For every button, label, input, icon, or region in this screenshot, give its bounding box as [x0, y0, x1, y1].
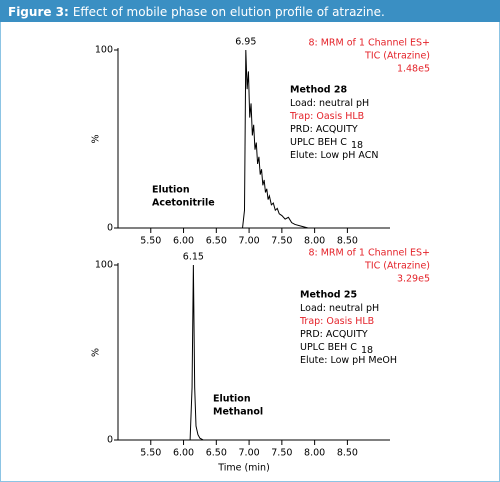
x-tick-label: 8.00 — [304, 448, 325, 459]
elution-label: Methanol — [213, 407, 263, 418]
x-tick-label: 5.50 — [140, 448, 161, 459]
channel-info: 8: MRM of 1 Channel ES+ — [308, 248, 430, 259]
method-text: Trap: Oasis HLB — [299, 316, 374, 327]
method-line: UPLC BEH C 18 — [300, 342, 373, 356]
peak-label: 6.95 — [235, 37, 256, 48]
method-line: PRD: ACQUITY — [290, 124, 358, 135]
method-line: Elute: Low pH MeOH — [300, 355, 397, 366]
elution-label: Elution — [213, 394, 251, 405]
header-bar — [0, 0, 500, 22]
x-tick-label: 5.50 — [140, 236, 161, 247]
x-tick-label: 7.00 — [239, 236, 260, 247]
method-title: Method 28 — [290, 85, 347, 96]
x-tick-label: 7.50 — [271, 448, 292, 459]
x-tick-label: 8.50 — [337, 236, 358, 247]
x-tick-label: 6.50 — [206, 448, 227, 459]
peak-label: 6.15 — [183, 252, 204, 263]
method-line: PRD: ACQUITY — [300, 329, 368, 340]
method-text: Elute: Low pH ACN — [290, 150, 378, 161]
channel-info: TIC (Atrazine) — [364, 51, 430, 62]
channel-info: TIC (Atrazine) — [364, 261, 430, 272]
method-text: Load: neutral pH — [290, 98, 369, 109]
method-line: Load: neutral pH — [290, 98, 369, 109]
method-line: Elute: Low pH ACN — [290, 150, 378, 161]
figure-caption: Figure 3: Effect of mobile phase on eluti… — [8, 5, 385, 19]
y-tick-label: 100 — [95, 45, 113, 56]
x-tick-label: 7.00 — [239, 448, 260, 459]
y-axis-label: % — [91, 134, 102, 143]
x-tick-label: 8.50 — [337, 448, 358, 459]
x-tick-label: 6.00 — [173, 236, 194, 247]
y-tick-label: 0 — [107, 435, 113, 446]
method-line: Trap: Oasis HLB — [289, 111, 364, 122]
x-tick-label: 6.50 — [206, 236, 227, 247]
x-tick-label: 8.00 — [304, 236, 325, 247]
y-tick-label: 100 — [95, 260, 113, 271]
x-tick-label: 7.50 — [271, 236, 292, 247]
x-axis-label: Time (min) — [217, 463, 270, 474]
method-text: Load: neutral pH — [300, 303, 379, 314]
chromatogram-line — [118, 264, 390, 441]
method-text: UPLC BEH C — [300, 342, 357, 353]
y-axis-label: % — [91, 348, 102, 357]
method-line: Load: neutral pH — [300, 303, 379, 314]
method-text: PRD: ACQUITY — [300, 329, 368, 340]
channel-info: 8: MRM of 1 Channel ES+ — [308, 38, 430, 49]
method-title: Method 25 — [300, 290, 357, 301]
channel-info: 1.48e5 — [397, 64, 430, 75]
method-line: Trap: Oasis HLB — [299, 316, 374, 327]
method-line: UPLC BEH C 18 — [290, 137, 363, 151]
method-text: UPLC BEH C — [290, 137, 347, 148]
x-tick-label: 6.00 — [173, 448, 194, 459]
method-text: PRD: ACQUITY — [290, 124, 358, 135]
method-text: Trap: Oasis HLB — [289, 111, 364, 122]
method-subscript: 18 — [351, 140, 363, 151]
elution-label: Acetonitrile — [152, 198, 215, 209]
figure-label: Figure 3: — [8, 5, 69, 19]
caption-text: Effect of mobile phase on elution profil… — [73, 5, 385, 19]
method-text: Elute: Low pH MeOH — [300, 355, 397, 366]
chromatogram-line — [118, 49, 390, 229]
y-tick-label: 0 — [107, 223, 113, 234]
elution-label: Elution — [152, 185, 190, 196]
channel-info: 3.29e5 — [397, 274, 430, 285]
method-subscript: 18 — [361, 345, 373, 356]
